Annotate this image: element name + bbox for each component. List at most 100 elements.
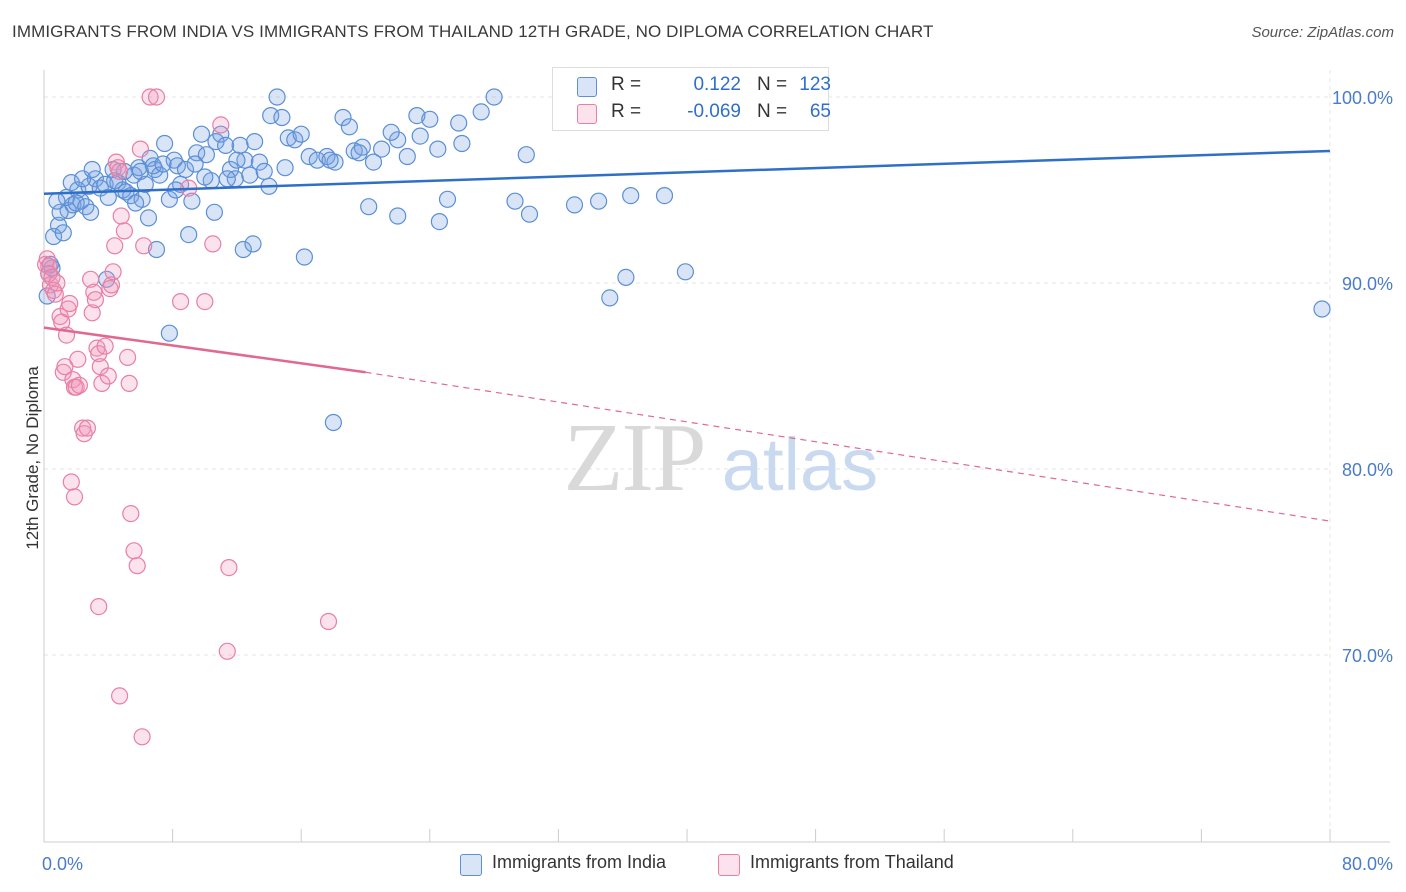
data-point [340,118,358,136]
data-point [273,108,291,127]
data-point [99,367,117,385]
data-point [54,224,72,242]
data-point [212,116,230,134]
data-point [62,473,80,491]
data-point [69,350,87,368]
data-point [389,207,407,225]
data-point [218,642,236,660]
data-point [67,194,85,212]
data-point [364,153,383,171]
data-point [205,203,223,221]
data-point [112,207,130,225]
thailand-swatch [577,104,597,124]
data-point [168,157,186,175]
data-point [398,147,416,166]
x-tick-label: 80.0% [1342,854,1393,874]
data-point [196,168,214,186]
data-point [295,248,313,266]
data-point [520,205,539,223]
data-point [176,160,195,179]
axes [43,70,1390,843]
data-point [186,155,204,173]
data-point [65,488,84,506]
data-point [122,504,140,523]
data-point [172,293,190,311]
india-trend-line [43,149,1331,195]
data-point [78,419,97,437]
data-point [180,226,198,244]
data-point [99,188,117,206]
data-point [139,209,158,227]
data-point [196,293,214,311]
legend-r-label: R = [611,74,642,95]
data-point [127,194,145,212]
y-tick-label: 80.0% [1342,460,1393,480]
data-point [255,162,273,180]
data-point [133,728,151,746]
data-point [382,123,400,141]
data-point [334,108,352,127]
data-point [217,136,235,154]
legend-r-value: 0.122 [693,74,741,95]
data-point [506,192,524,210]
data-point [244,235,262,253]
data-point [56,358,74,376]
india-swatch [460,854,482,876]
thailand-points [36,88,338,746]
data-point [81,203,100,221]
legend-label-thailand: Immigrants from Thailand [750,852,954,872]
data-point [156,134,174,153]
data-point [438,190,457,208]
legend-n-label: N = [757,74,788,95]
data-point [292,125,310,143]
data-point [1313,300,1331,318]
data-point [350,144,368,162]
data-point [617,268,635,286]
data-point [197,146,215,164]
data-point [589,192,608,210]
data-point [192,125,211,143]
data-point [241,166,259,184]
data-point [136,175,154,193]
data-point [110,687,129,705]
legend-n-value: 65 [809,101,831,122]
data-point [147,88,166,106]
data-point [160,324,178,342]
data-point [408,106,426,125]
y-tick-labels: 70.0% 80.0% 90.0% 100.0% [1332,88,1393,666]
data-point [160,190,178,208]
legend-label-india: Immigrants from India [492,852,667,872]
data-point [90,597,108,616]
watermark-zip: ZIP [564,404,705,512]
data-point [128,557,146,575]
data-point [147,240,166,259]
legend-n-value: 123 [799,74,831,95]
x-tick-labels: 0.0% 80.0% [42,854,1393,874]
y-axis-label: 12th Grade, No Diploma [23,366,42,550]
data-point [234,240,252,259]
data-point [131,140,149,158]
data-point [565,196,584,214]
data-point [151,166,169,184]
data-point [165,151,183,169]
data-point [353,138,371,156]
data-point [321,151,339,169]
data-point [135,237,153,255]
data-point [246,133,264,151]
data-point [268,88,286,106]
chart-title: IMMIGRANTS FROM INDIA VS IMMIGRANTS FROM… [12,22,934,41]
data-point [221,160,240,179]
data-point [472,103,490,121]
data-point [115,222,134,240]
data-point [86,291,105,309]
legend-r-label: R = [611,101,642,122]
thailand-trend-extension [365,371,1331,522]
zipatlas-watermark: ZIP atlas [564,404,879,512]
data-point [300,147,318,166]
data-point [360,198,378,216]
data-point [228,151,246,169]
data-point [106,237,124,255]
data-point [83,304,101,322]
data-point [655,187,674,205]
